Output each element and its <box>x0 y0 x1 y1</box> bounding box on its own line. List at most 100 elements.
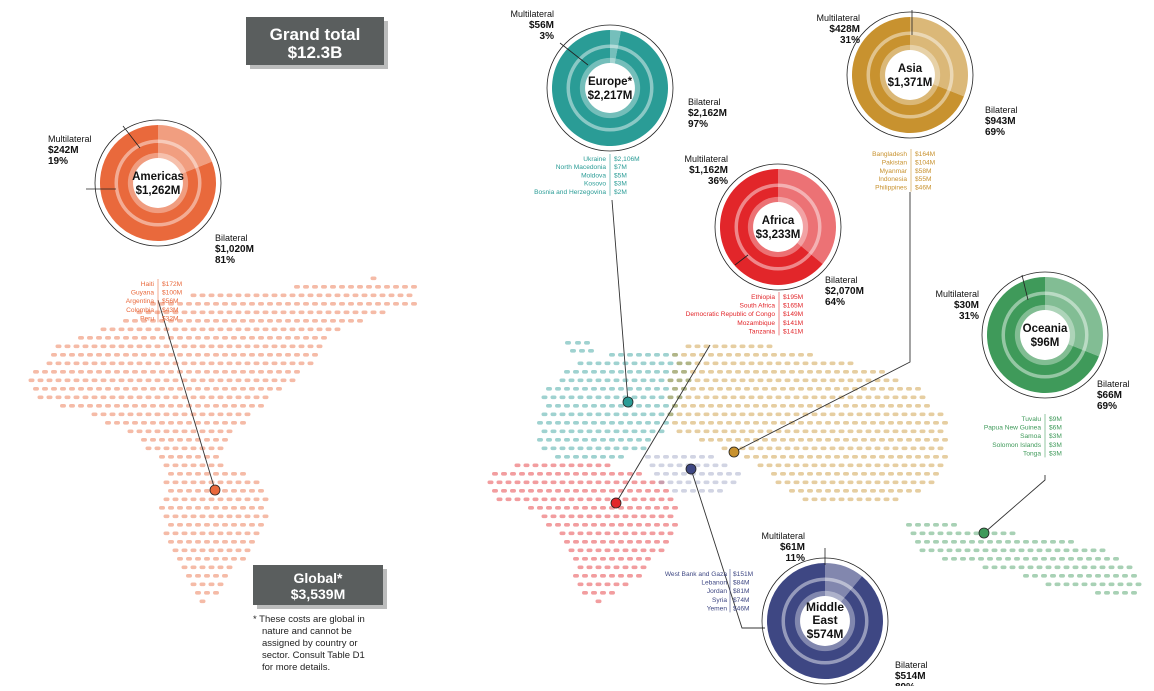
country-value: $3M <box>1049 433 1062 440</box>
country-name: Bosnia and Herzegovina <box>534 189 606 196</box>
americas-location-marker <box>209 484 221 496</box>
middle_east-multilateral-pct: 11% <box>786 553 806 564</box>
country-value: $3M <box>614 181 627 188</box>
country-value: $46M <box>733 605 750 612</box>
americas-multilateral-value: $242M <box>48 145 79 156</box>
footnote: * These costs are global in nature and c… <box>253 614 365 673</box>
country-value: $6M <box>1049 425 1062 432</box>
country-name: Colombia <box>126 307 154 314</box>
americas-multilateral-pct: 19% <box>48 156 68 167</box>
africa-bilateral-slice <box>720 169 823 285</box>
asia-country-list: Bangladesh $164M Pakistan $104M Myanmar $58M I… <box>872 149 935 192</box>
middle_east-location-marker <box>685 463 697 475</box>
footnote-line: sector. Consult Table D1 <box>262 650 365 661</box>
country-name: Ukraine <box>583 156 606 163</box>
country-value: $195M <box>783 294 803 301</box>
grand-total-value: $12.3B <box>288 43 343 62</box>
africa-multilateral-label: Multilateral <box>684 154 728 164</box>
country-name: Solomon Islands <box>992 442 1041 449</box>
asia-total: $1,371M <box>888 77 933 89</box>
europe-location-marker <box>622 396 634 408</box>
country-name: Moldova <box>581 172 606 179</box>
country-value: $172M <box>162 281 182 288</box>
asia-multilateral-value: $428M <box>829 24 860 35</box>
country-value: $3M <box>1049 450 1062 457</box>
country-value: $165M <box>783 303 803 310</box>
asia-center <box>885 50 935 100</box>
asia-multilateral-pct: 31% <box>840 35 860 46</box>
country-value: $141M <box>783 328 803 335</box>
europe-multilateral-value: $56M <box>529 20 554 31</box>
country-value: $56M <box>162 298 179 305</box>
region-donuts: Americas$1,262MMultilateral$242M19%Bilat… <box>48 9 1130 691</box>
asia-multilateral-label: Multilateral <box>816 13 860 23</box>
europe-bilateral-label: Bilateral <box>688 97 721 107</box>
middle_east-leader-line <box>690 468 765 629</box>
middle_east-multilateral-value: $61M <box>780 542 805 553</box>
country-name: Tuvalu <box>1021 416 1041 423</box>
country-name: South Africa <box>739 303 775 310</box>
oceania-total: $96M <box>1031 337 1060 349</box>
middle_east-name: East <box>812 613 837 627</box>
oceania-multilateral-pct: 31% <box>959 311 979 322</box>
europe-name: Europe* <box>588 76 633 88</box>
asia-location-marker <box>728 446 740 458</box>
americas-multilateral-label: Multilateral <box>48 134 92 144</box>
africa-outer-ring <box>714 163 842 291</box>
middle_east-bilateral-slice <box>767 563 883 679</box>
country-value: $151M <box>733 571 753 578</box>
africa-total: $3,233M <box>756 229 801 241</box>
oceania-bilateral-pct: 69% <box>1097 401 1117 412</box>
africa-center <box>753 202 803 252</box>
country-value: $104M <box>915 159 935 166</box>
europe-total: $2,217M <box>588 90 633 102</box>
country-name: Kosovo <box>584 181 606 188</box>
oceania-multilateral-label: Multilateral <box>935 289 979 299</box>
country-name: Tanzania <box>749 328 776 335</box>
americas-bilateral-value: $1,020M <box>215 244 254 255</box>
oceania-center <box>1020 310 1070 360</box>
americas-bilateral-label: Bilateral <box>215 233 248 243</box>
footnote-line: assigned by country or <box>262 638 358 649</box>
oceania-leader-line <box>983 475 1046 534</box>
asia-multilateral-slice <box>910 16 969 97</box>
country-value: $2M <box>614 189 627 196</box>
country-name: Yemen <box>707 605 728 612</box>
asia-bilateral-slice <box>852 17 964 133</box>
americas-country-list: Haiti $172M Guyana $100M Argentina $56M Colomb… <box>126 279 182 323</box>
country-name: Haiti <box>141 281 155 288</box>
oceania-bilateral-value: $66M <box>1097 390 1122 401</box>
asia-name: Asia <box>898 63 923 75</box>
asia-outer-ring <box>846 11 974 139</box>
country-name: Syria <box>712 597 727 604</box>
country-name: Indonesia <box>878 176 907 183</box>
map-americas <box>28 276 417 604</box>
country-value: $55M <box>915 176 932 183</box>
country-value: $74M <box>733 597 750 604</box>
country-value: $7M <box>614 164 627 171</box>
map-asia <box>667 344 948 502</box>
middle_east-total: $574M <box>807 627 844 641</box>
asia-leader-line <box>733 192 911 453</box>
global-label: Global* <box>293 570 343 586</box>
footnote-line: * These costs are global in <box>253 614 365 625</box>
oceania-multilateral-value: $30M <box>954 300 979 311</box>
country-name: Democratic Republic of Congo <box>686 311 776 318</box>
middle_east-center <box>800 596 850 646</box>
africa-leader-line <box>615 344 711 504</box>
africa-multilateral-value: $1,162M <box>689 165 728 176</box>
americas-name: Americas <box>132 171 184 183</box>
oceania-multilateral-slice <box>1045 277 1103 357</box>
americas-outer-ring <box>94 119 222 247</box>
country-name: Lebanon <box>701 580 727 587</box>
europe-leader-line <box>611 199 629 403</box>
footnote-line: for more details. <box>262 662 330 673</box>
asia-bilateral-pct: 69% <box>985 127 1005 138</box>
africa-bilateral-pct: 64% <box>825 297 845 308</box>
country-value: $58M <box>915 168 932 175</box>
europe-bilateral-value: $2,162M <box>688 108 727 119</box>
country-name: Peru <box>140 315 154 322</box>
